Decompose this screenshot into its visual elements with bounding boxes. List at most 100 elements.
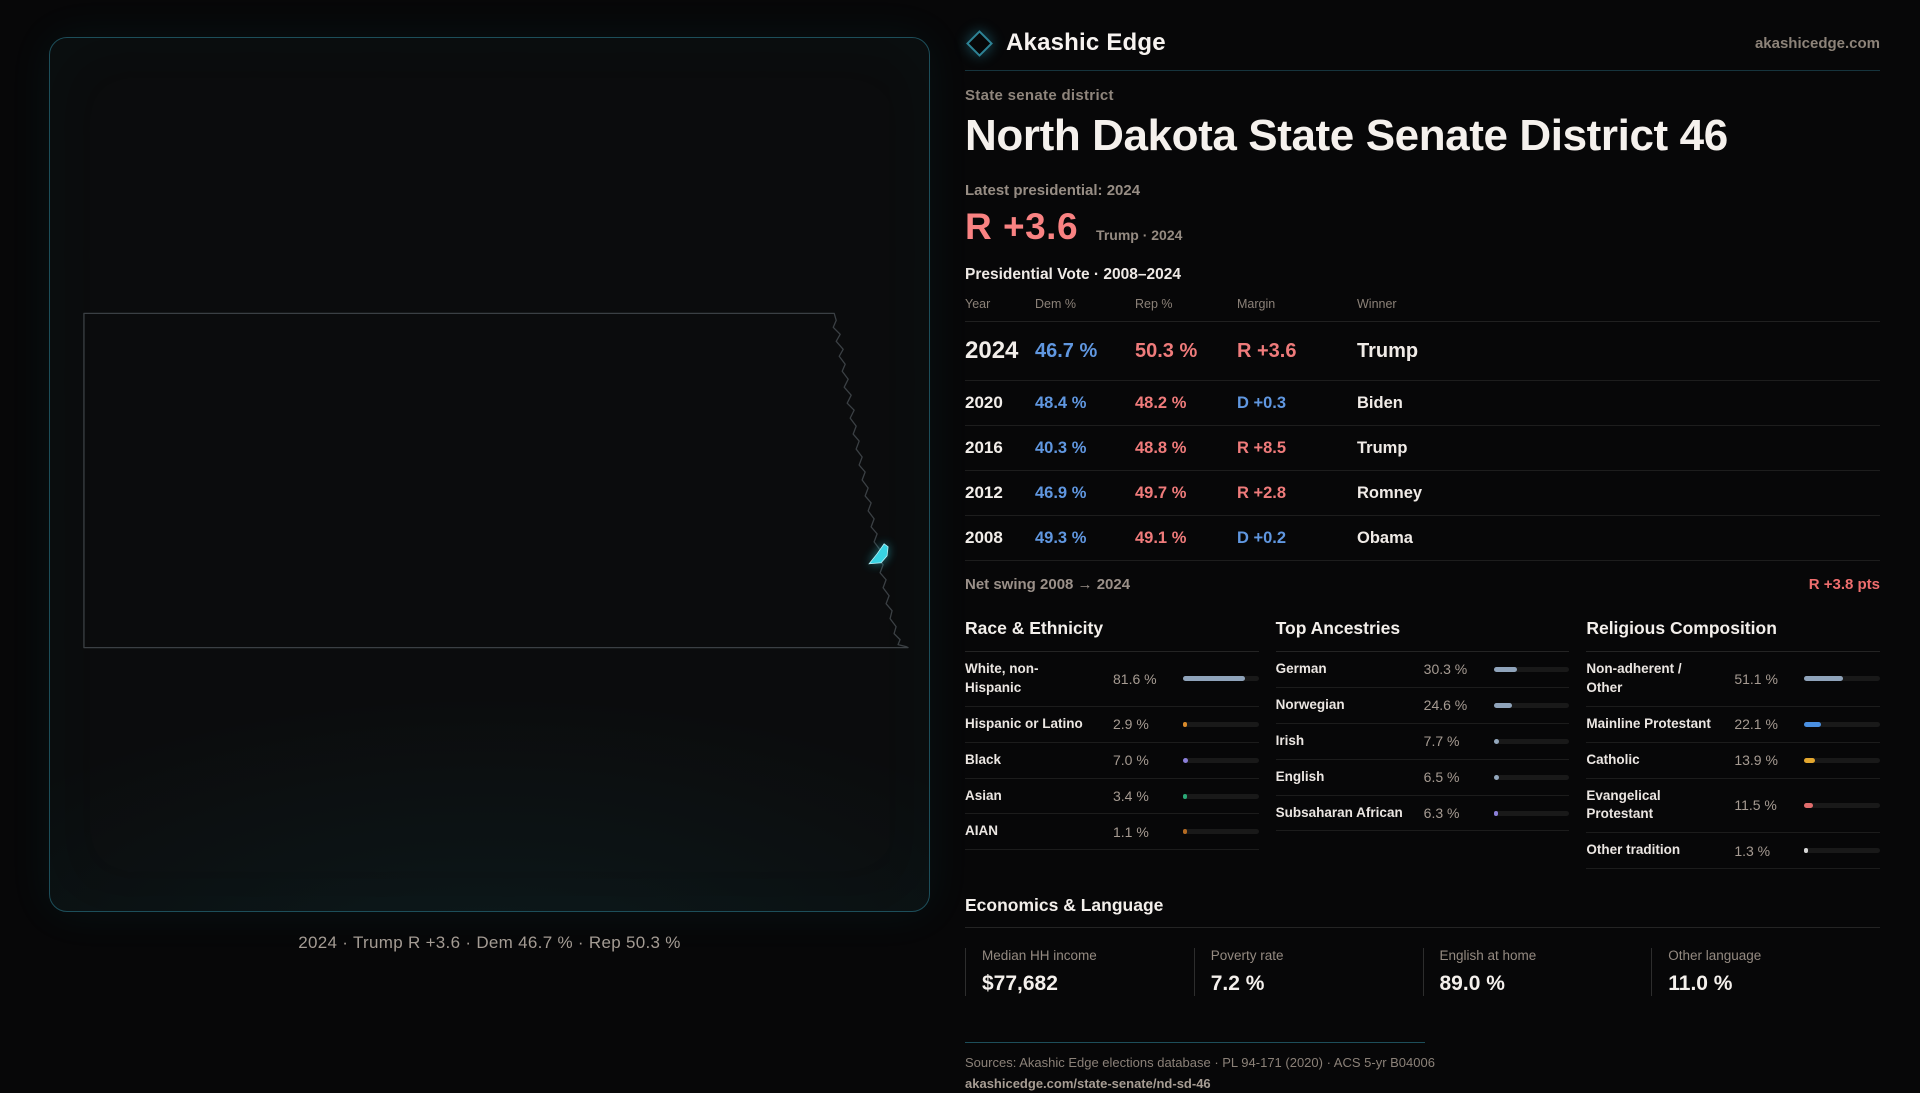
- demographic-value: 7.0 %: [1113, 752, 1149, 769]
- demographic-bar-track: [1493, 666, 1570, 672]
- col-winner: Winner: [1357, 297, 1397, 311]
- demographic-label: English: [1275, 768, 1325, 784]
- demographic-row: Non-adherent / Other 51.1 %: [1586, 652, 1880, 707]
- district-type-label: State senate district: [965, 87, 1114, 104]
- rep-pct-cell: 49.7 %: [1135, 483, 1187, 502]
- dem-pct-cell: 49.3 %: [1035, 528, 1087, 547]
- demographic-bar-fill: [1493, 666, 1517, 672]
- stat-label: English at home: [1439, 948, 1537, 964]
- vote-table-row: 2016 40.3 % 48.8 % R +8.5 Trump: [965, 426, 1880, 471]
- demographic-label: AIAN: [965, 823, 998, 839]
- religious-composition-column: Religious Composition Non-adherent / Oth…: [1586, 618, 1880, 870]
- demographic-bar-track: [1183, 757, 1259, 763]
- demographic-row: Catholic 13.9 %: [1586, 743, 1880, 779]
- latest-presidential-label: Latest presidential: 2024: [965, 182, 1141, 199]
- stat-block: Other language 11.0 %: [1651, 948, 1880, 997]
- demographic-label: Subsaharan African: [1275, 804, 1403, 820]
- stat-label: Poverty rate: [1210, 948, 1284, 964]
- winner-cell: Trump: [1357, 339, 1419, 362]
- demographic-label: Other tradition: [1586, 842, 1681, 858]
- demographic-label: Black: [965, 751, 1002, 767]
- margin-cell: R +2.8: [1237, 483, 1287, 502]
- race-ethnicity-list: White, non- Hispanic 81.6 % Hispanic or …: [965, 652, 1259, 851]
- stat-block: Median HH income $77,682: [965, 948, 1194, 997]
- district-46-marker: [868, 543, 889, 565]
- race-ethnicity-column: Race & Ethnicity White, non- Hispanic 81…: [965, 618, 1259, 869]
- demographic-value: 6.5 %: [1423, 769, 1460, 786]
- year-cell: 2020: [965, 393, 1003, 412]
- margin-value: R +3.6: [965, 206, 1079, 247]
- demographic-bar-fill: [1804, 848, 1809, 854]
- religious-composition-list: Non-adherent / Other 51.1 % Mainline Pro…: [1586, 652, 1880, 870]
- diamond-logo-icon: [966, 29, 993, 57]
- margin-cell: D +0.3: [1237, 393, 1287, 412]
- brand-name: Akashic Edge: [1006, 29, 1166, 56]
- col-year: Year: [965, 297, 991, 311]
- demographic-bar-track: [1183, 721, 1259, 727]
- footer: Sources: Akashic Edge elections database…: [965, 1042, 1880, 1093]
- demographic-value: 51.1 %: [1734, 670, 1778, 687]
- north-dakota-map: [83, 312, 909, 649]
- demographic-value: 24.6 %: [1423, 697, 1468, 714]
- section-title: Top Ancestries: [1275, 618, 1570, 652]
- data-panel: Akashic Edge akashicedge.com State senat…: [965, 0, 1880, 1091]
- map-section: 2024 · Trump R +3.6 · Dem 46.7 % · Rep 5…: [0, 0, 930, 1080]
- margin-cell: D +0.2: [1237, 528, 1287, 547]
- economics-stats: Median HH income $77,682 Poverty rate 7.…: [965, 948, 1880, 997]
- demographic-bar-fill: [1804, 757, 1815, 763]
- demographic-bar-track: [1804, 757, 1880, 763]
- map-caption: 2024 · Trump R +3.6 · Dem 46.7 % · Rep 5…: [298, 933, 681, 952]
- demographic-bar-track: [1183, 676, 1259, 682]
- demographic-label: Mainline Protestant: [1586, 715, 1711, 731]
- demographic-bar-fill: [1493, 738, 1500, 744]
- vote-table-row: 2024 46.7 % 50.3 % R +3.6 Trump: [965, 322, 1880, 381]
- demographic-value: 3.4 %: [1113, 788, 1149, 804]
- demographic-bar-track: [1804, 802, 1880, 808]
- winner-cell: Biden: [1357, 393, 1403, 412]
- page-title: North Dakota State Senate District 46: [965, 111, 1728, 160]
- site-link[interactable]: akashicedge.com: [1754, 34, 1880, 52]
- demographic-row: Irish 7.7 %: [1275, 724, 1570, 760]
- demographic-bar-track: [1493, 702, 1570, 708]
- demographic-label: Norwegian: [1275, 696, 1345, 712]
- col-margin: Margin: [1237, 297, 1276, 311]
- demographic-value: 7.7 %: [1423, 733, 1460, 750]
- demographic-bar-track: [1183, 793, 1259, 799]
- demographic-bar-track: [1183, 829, 1259, 835]
- demographic-bar-fill: [1183, 793, 1187, 799]
- winner-cell: Romney: [1357, 483, 1423, 502]
- demographic-row: AIAN 1.1 %: [965, 814, 1259, 851]
- stat-label: Other language: [1668, 948, 1762, 964]
- stat-block: Poverty rate 7.2 %: [1193, 948, 1423, 997]
- economics-title: Economics & Language: [965, 895, 1880, 929]
- dem-pct-cell: 48.4 %: [1035, 393, 1087, 412]
- demographic-bar-fill: [1804, 676, 1843, 682]
- demographic-bar-fill: [1183, 829, 1187, 835]
- margin-cell: R +3.6: [1237, 339, 1297, 362]
- demographic-row: Asian 3.4 %: [965, 779, 1259, 815]
- demographic-value: 2.9 %: [1113, 716, 1149, 733]
- permalink-url[interactable]: akashicedge.com/state-senate/nd-sd-46: [965, 1076, 1211, 1092]
- demographic-bar-track: [1804, 848, 1880, 854]
- demographic-row: Black 7.0 %: [965, 743, 1259, 779]
- map-panel: [49, 37, 930, 912]
- demographic-row: Norwegian 24.6 %: [1275, 688, 1570, 724]
- demographic-value: 30.3 %: [1423, 661, 1468, 678]
- header-divider: [965, 70, 1880, 71]
- stat-label: Median HH income: [982, 948, 1097, 964]
- demographic-value: 1.1 %: [1113, 823, 1149, 840]
- demographic-bar-fill: [1183, 676, 1245, 682]
- stat-value: 89.0 %: [1439, 972, 1505, 996]
- economics-section: Economics & Language Median HH income $7…: [965, 895, 1880, 997]
- demographic-row: German 30.3 %: [1275, 652, 1570, 688]
- vote-table-row: 2012 46.9 % 49.7 % R +2.8 Romney: [965, 471, 1880, 516]
- top-ancestries-list: German 30.3 % Norwegian 24.6 % Irish 7.7…: [1275, 652, 1570, 832]
- rep-pct-cell: 48.8 %: [1135, 438, 1187, 457]
- demographic-value: 13.9 %: [1734, 752, 1778, 769]
- demographic-value: 1.3 %: [1734, 842, 1771, 859]
- sources-text: Sources: Akashic Edge elections database…: [965, 1055, 1435, 1071]
- demographic-bar-track: [1493, 774, 1570, 780]
- margin-subtext: Trump · 2024: [1096, 227, 1183, 243]
- dem-pct-cell: 40.3 %: [1035, 438, 1087, 457]
- demographic-bar-fill: [1804, 802, 1814, 808]
